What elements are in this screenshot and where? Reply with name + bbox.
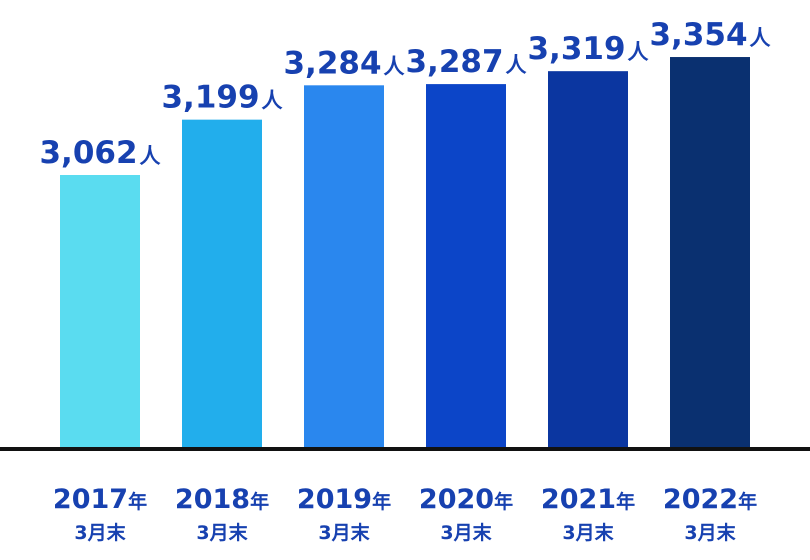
value-label-2018: 3,199人 [161, 80, 282, 116]
value-number: 3,319 [527, 31, 625, 67]
value-number: 3,284 [283, 45, 381, 81]
category-year-2021: 2021年 [541, 484, 635, 515]
bar-2020 [426, 84, 506, 449]
value-number: 3,354 [649, 17, 747, 53]
value-number: 3,199 [161, 80, 259, 116]
value-unit: 人 [262, 89, 283, 113]
category-year-number: 2022 [663, 484, 738, 515]
category-labels-layer: 2017年3月末2018年3月末2019年3月末2020年3月末2021年3月末… [53, 484, 757, 544]
bars-layer [60, 57, 750, 449]
category-sub-2017: 3月末 [74, 521, 126, 544]
value-label-2022: 3,354人 [649, 17, 770, 53]
value-unit: 人 [384, 54, 405, 78]
value-unit: 人 [628, 40, 649, 64]
bar-2018 [182, 119, 262, 449]
category-sub-2018: 3月末 [196, 521, 248, 544]
category-year-suffix: 年 [250, 490, 269, 513]
bar-2019 [304, 85, 384, 449]
value-number: 3,062 [39, 135, 137, 171]
value-number: 3,287 [405, 44, 503, 80]
value-label-2019: 3,284人 [283, 45, 404, 81]
category-year-2019: 2019年 [297, 484, 391, 515]
category-sub-2020: 3月末 [440, 521, 492, 544]
category-year-suffix: 年 [616, 490, 635, 513]
category-year-suffix: 年 [738, 490, 757, 513]
bar-2017 [60, 175, 140, 449]
category-year-2018: 2018年 [175, 484, 269, 515]
value-label-2017: 3,062人 [39, 135, 160, 171]
value-unit: 人 [750, 26, 771, 50]
category-year-number: 2017 [53, 484, 128, 515]
category-year-2022: 2022年 [663, 484, 757, 515]
value-unit: 人 [506, 53, 527, 77]
value-unit: 人 [140, 144, 161, 168]
category-year-number: 2020 [419, 484, 494, 515]
category-year-number: 2018 [175, 484, 250, 515]
category-year-2020: 2020年 [419, 484, 513, 515]
category-sub-2019: 3月末 [318, 521, 370, 544]
category-sub-2022: 3月末 [684, 521, 736, 544]
bar-2021 [548, 71, 628, 449]
category-year-number: 2021 [541, 484, 616, 515]
value-label-2021: 3,319人 [527, 31, 648, 67]
value-label-2020: 3,287人 [405, 44, 526, 80]
bar-2022 [670, 57, 750, 449]
category-year-2017: 2017年 [53, 484, 147, 515]
category-year-suffix: 年 [128, 490, 147, 513]
category-year-suffix: 年 [494, 490, 513, 513]
category-sub-2021: 3月末 [562, 521, 614, 544]
category-year-number: 2019 [297, 484, 372, 515]
category-year-suffix: 年 [372, 490, 391, 513]
